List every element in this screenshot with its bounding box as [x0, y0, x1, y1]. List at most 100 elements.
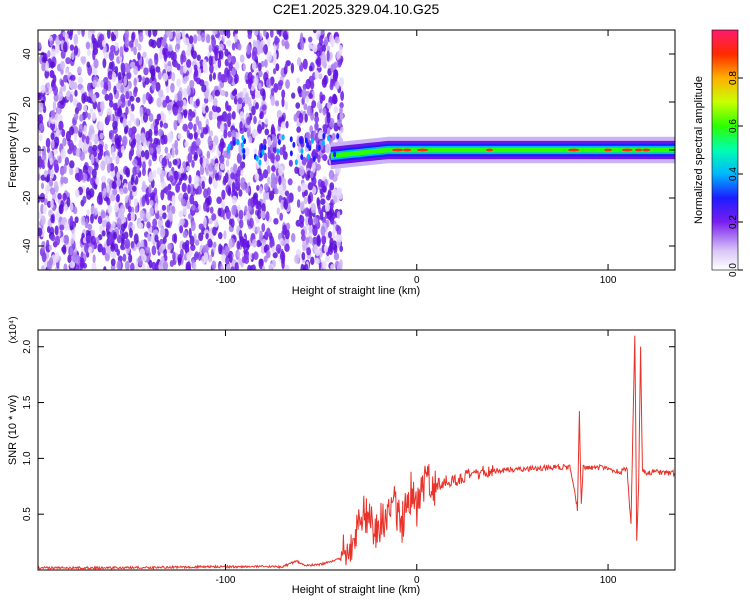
- spectrogram-transition-blob: [258, 159, 262, 166]
- spectrogram-noise-speckle: [311, 186, 317, 195]
- spectrogram-noise-speckle: [300, 200, 305, 211]
- spectrogram-noise-speckle: [139, 248, 145, 257]
- spectrogram-noise-speckle: [201, 255, 206, 265]
- spectrogram-noise-speckle: [225, 113, 231, 125]
- spectrogram-noise-speckle: [278, 175, 282, 186]
- spectrogram-noise-speckle: [53, 85, 58, 96]
- spectrogram-noise-speckle: [50, 61, 55, 68]
- spectrogram-noise-speckle: [266, 50, 272, 62]
- spectrogram-noise-speckle: [46, 81, 50, 89]
- spectrogram-transition-blob: [289, 150, 293, 157]
- spectrogram-noise-speckle: [124, 196, 129, 204]
- spectrogram-noise-speckle: [160, 189, 165, 201]
- spectrogram-noise-speckle: [177, 90, 183, 102]
- spectrogram-noise-speckle: [259, 173, 265, 180]
- spectrogram-noise-speckle: [310, 112, 315, 121]
- spectrogram-noise-speckle: [334, 36, 340, 44]
- spectrogram-noise-speckle: [283, 34, 289, 41]
- spectrogram-noise-speckle: [221, 253, 227, 263]
- spectrogram-noise-speckle: [50, 48, 56, 58]
- spectrogram-noise-speckle: [90, 235, 96, 246]
- spectrogram-noise-speckle: [173, 170, 179, 181]
- spectrogram-noise-speckle: [312, 44, 318, 53]
- spectrogram-noise-speckle: [155, 81, 161, 92]
- spectrogram-noise-speckle: [116, 137, 121, 148]
- spectrogram-transition-blob: [281, 134, 285, 141]
- spectrogram-noise-speckle: [103, 266, 107, 270]
- spectrogram-noise-speckle: [323, 75, 327, 86]
- spectrogram-noise-speckle: [219, 115, 224, 122]
- spectrogram-noise-speckle: [213, 46, 219, 56]
- spectrogram-noise-speckle: [97, 243, 103, 253]
- spectrogram-noise-speckle: [64, 33, 69, 42]
- spectrogram-noise-speckle: [43, 198, 48, 206]
- spectrogram-noise-speckle: [151, 80, 156, 91]
- spectrogram-noise-speckle: [260, 210, 266, 219]
- spectrogram-transition-blob: [304, 137, 308, 144]
- spectrogram-noise-speckle: [307, 194, 312, 205]
- spectrogram-noise-speckle: [219, 163, 226, 171]
- spectrogram-noise-speckle: [310, 203, 317, 214]
- spectrogram-noise-speckle: [117, 150, 123, 159]
- spectrogram-noise-speckle: [129, 95, 135, 102]
- spectrogram-transition-blob: [306, 142, 310, 149]
- spectrogram-noise-speckle: [281, 39, 285, 47]
- spectrogram-noise-speckle: [189, 235, 195, 246]
- spectrogram-noise-speckle: [69, 261, 75, 269]
- spectrogram-noise-speckle: [181, 50, 186, 59]
- spectrogram-noise-speckle: [186, 59, 192, 68]
- spectrogram-noise-speckle: [135, 133, 141, 144]
- spectrogram-noise-speckle: [161, 38, 167, 47]
- spectrogram-noise-speckle: [45, 137, 51, 149]
- spectrogram-noise-speckle: [69, 202, 74, 212]
- spectrogram-noise-speckle: [101, 88, 108, 95]
- snr-x-ticks: -100 0 100: [215, 330, 617, 586]
- spectrogram-noise-speckle: [153, 137, 159, 145]
- spectrogram-noise-speckle: [175, 183, 181, 193]
- spectrogram-noise-speckle: [127, 205, 132, 213]
- spectrogram-transition-blob: [321, 139, 325, 146]
- spectrogram-noise-speckle: [273, 51, 277, 61]
- spectrogram-noise-speckle: [188, 174, 192, 185]
- spectrogram-noise-speckle: [208, 44, 213, 53]
- spectrogram-noise-speckle: [88, 188, 95, 198]
- spectrogram-noise-speckle: [64, 221, 69, 231]
- spectrogram-noise-speckle: [165, 220, 171, 228]
- spectrogram-noise-speckle: [141, 185, 147, 192]
- spectrogram-noise-speckle: [238, 189, 243, 197]
- spectrogram-noise-speckle: [63, 163, 67, 175]
- spectrogram-noise-speckle: [194, 251, 199, 258]
- spectrogram-noise-speckle: [304, 207, 310, 217]
- spectrogram-noise-speckle: [207, 238, 213, 248]
- spectrogram-noise-speckle: [133, 198, 138, 208]
- spectrogram-noise-speckle: [106, 30, 111, 39]
- spectrogram-noise-speckle: [282, 183, 287, 191]
- spectrogram-noise-speckle: [137, 51, 141, 61]
- spectrogram-noise-speckle: [142, 51, 147, 59]
- spectrogram-noise-speckle: [213, 219, 219, 228]
- spectrogram-noise-speckle: [82, 173, 88, 181]
- spectrogram-noise-speckle: [329, 83, 334, 91]
- spectrogram-noise-speckle: [173, 119, 178, 131]
- spectrogram-noise-speckle: [50, 214, 55, 224]
- spectrogram-transition-blob: [310, 137, 314, 144]
- spectrogram-noise-speckle: [69, 44, 75, 51]
- snr-panel: -100 0 100 0.5 1.0 1.5 2.0 Height of straight…: [7, 316, 676, 596]
- spectrogram-noise-speckle: [276, 207, 281, 215]
- spectrogram-noise-speckle: [324, 178, 328, 187]
- spectrogram-noise-speckle: [185, 264, 192, 270]
- spectrogram-noise-speckle: [104, 143, 108, 151]
- spectrogram-noise-speckle: [49, 157, 53, 166]
- spectrogram-noise-speckle: [322, 107, 327, 116]
- spectrogram-transition-blob: [306, 153, 310, 160]
- spectrogram-noise-speckle: [140, 150, 145, 158]
- spectrogram-noise-speckle: [176, 78, 181, 88]
- spectrogram-noise-speckle: [87, 166, 94, 175]
- spectrogram-noise-speckle: [45, 239, 50, 249]
- spectrogram-noise-speckle: [38, 194, 41, 204]
- spectrogram-noise-speckle: [234, 76, 238, 85]
- spectrogram-noise-speckle: [329, 182, 335, 191]
- spectrogram-noise-speckle: [141, 195, 146, 207]
- spectrogram-noise-speckle: [138, 222, 144, 230]
- spectrogram-noise-speckle: [48, 179, 54, 187]
